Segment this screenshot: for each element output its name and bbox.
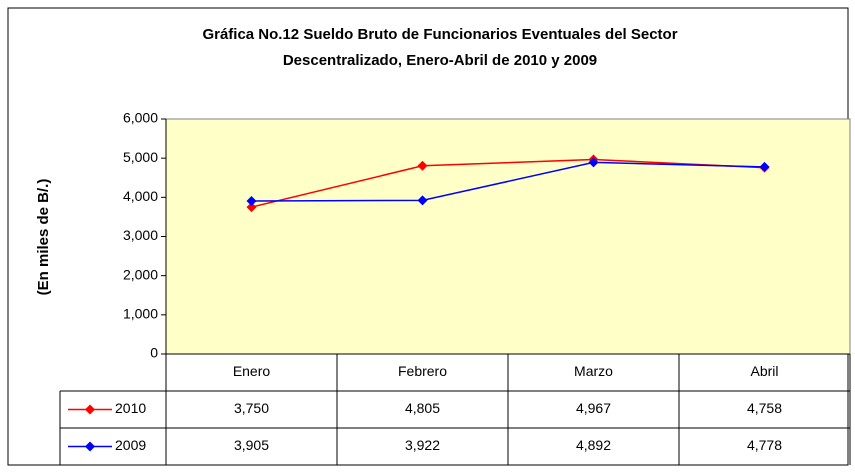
y-tick-label: 5,000: [123, 149, 158, 165]
y-axis-label: (En miles de B/.): [35, 179, 52, 296]
y-tick-label: 4,000: [123, 188, 158, 204]
table-value: 4,778: [747, 437, 782, 453]
y-tick-label: 3,000: [123, 227, 158, 243]
y-tick-label: 0: [150, 345, 158, 361]
table-value: 4,967: [576, 400, 611, 416]
category-label: Marzo: [574, 363, 613, 379]
y-tick-label: 1,000: [123, 306, 158, 322]
legend-label: 2009: [115, 437, 146, 453]
chart-title: Gráfica No.12 Sueldo Bruto de Funcionari…: [202, 26, 677, 43]
series-line: [251, 161, 765, 202]
plot-area: [165, 118, 851, 355]
marker: [417, 160, 428, 171]
table-value: 4,758: [747, 400, 782, 416]
legend-marker: [85, 441, 95, 452]
marker: [246, 196, 257, 207]
table-value: 3,922: [405, 437, 440, 453]
marker: [417, 195, 428, 206]
marker: [246, 202, 257, 213]
table-value: 4,892: [576, 437, 611, 453]
category-label: Abril: [750, 363, 778, 379]
table-value: 3,750: [234, 400, 269, 416]
category-label: Febrero: [398, 363, 447, 379]
series-line: [251, 158, 765, 208]
chart-subtitle: Descentralizado, Enero-Abril de 2010 y 2…: [283, 52, 597, 69]
marker: [759, 161, 770, 172]
y-tick-label: 2,000: [123, 266, 158, 282]
legend-label: 2010: [115, 400, 146, 416]
table-value: 4,805: [405, 400, 440, 416]
marker: [588, 157, 599, 168]
legend-marker: [85, 404, 95, 415]
table-value: 3,905: [234, 437, 269, 453]
category-label: Enero: [233, 363, 271, 379]
y-tick-label: 6,000: [123, 110, 158, 126]
